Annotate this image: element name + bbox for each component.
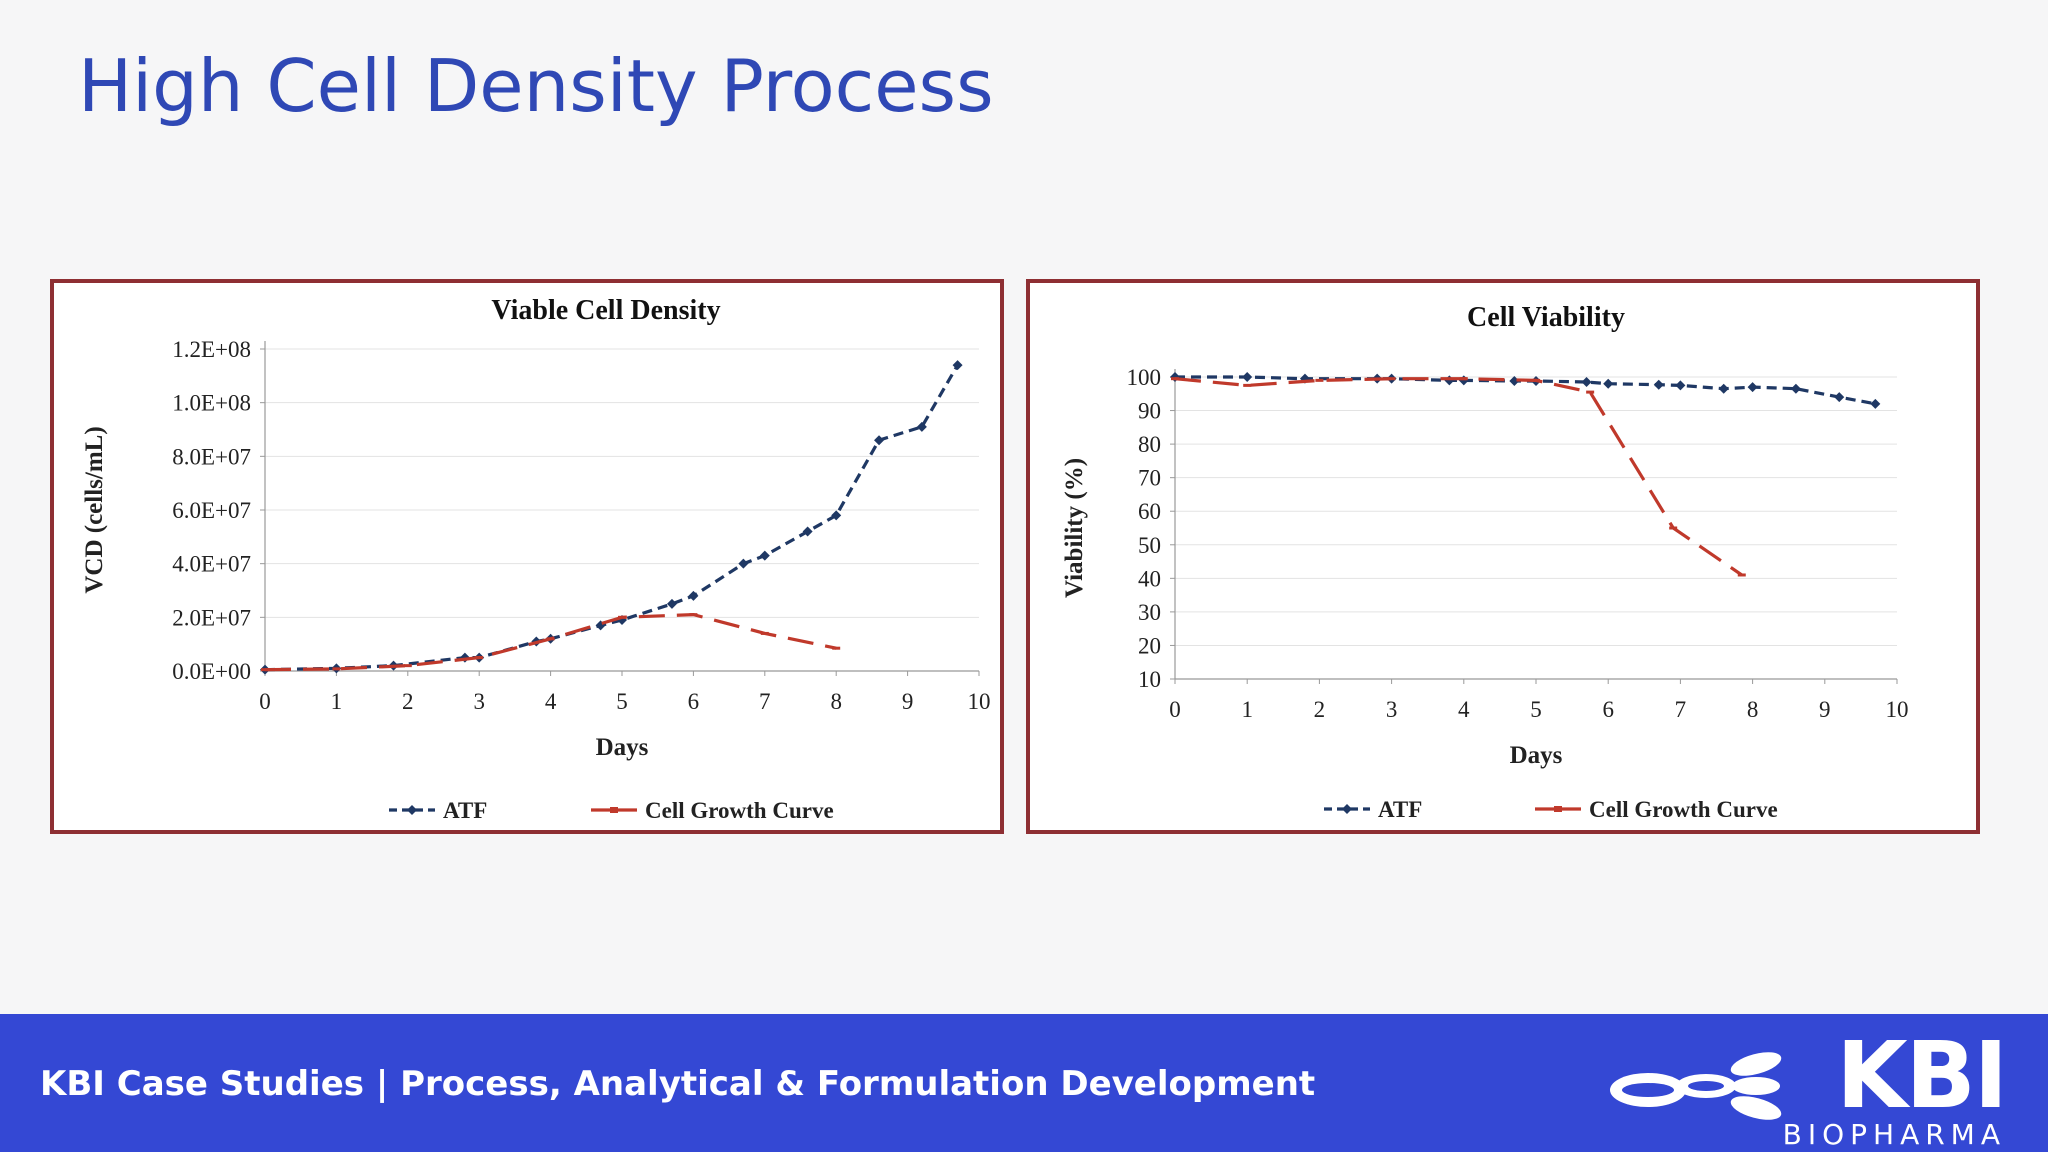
x-tick-label: 2 [1314,697,1326,722]
legend-marker [407,805,417,815]
x-tick-label: 4 [1458,697,1470,722]
y-tick-label: 4.0E+07 [172,552,251,577]
x-tick-label: 7 [759,689,771,714]
data-point [688,590,699,601]
x-tick-label: 6 [688,689,700,714]
x-tick-label: 3 [473,689,485,714]
x-tick-label: 5 [616,689,628,714]
viability-chart-panel: 10 20 30 40 50 60 70 80 90 100 0 1 2 3 4 5 6 7 8 9 10 Cell Vi… [1026,279,1980,834]
data-point [1834,392,1845,403]
x-tick-label: 8 [1747,697,1759,722]
data-point [459,652,470,663]
legend-label: Cell Growth Curve [645,798,834,823]
y-tick-label: 1.2E+08 [172,337,251,362]
chart-title: Viable Cell Density [491,295,720,326]
x-tick-label: 10 [968,689,991,714]
data-point [874,435,885,446]
x-tick-label: 6 [1602,697,1614,722]
y-tick-label: 6.0E+07 [172,498,251,523]
x-tick-label: 5 [1530,697,1542,722]
series-line-atf [264,364,959,672]
kbi-logo: KBI BIOPHARMA [1606,1030,2008,1151]
y-tick-label: 90 [1138,399,1161,424]
data-point [1718,383,1729,394]
x-tick-label: 3 [1386,697,1398,722]
vcd-chart: 0.0E+00 2.0E+07 4.0E+07 6.0E+07 8.0E+07 1.0E+… [81,295,991,823]
y-tick-label: 1.0E+08 [172,391,251,416]
data-point [1747,382,1758,393]
y-axis-label: Viability (%) [1061,458,1088,598]
viability-chart: 10 20 30 40 50 60 70 80 90 100 0 1 2 3 4 5 6 7 8 9 10 Cell Vi… [1061,302,1909,822]
x-axis-label: Days [1510,742,1563,769]
y-tick-label: 10 [1138,667,1161,692]
logo-wordmark: KBI [1836,1022,2008,1129]
x-tick-label: 8 [830,689,842,714]
y-axis-label: VCD (cells/mL) [81,426,108,593]
footer-text: KBI Case Studies | Process, Analytical &… [40,1064,1316,1104]
data-point [952,360,963,371]
y-tick-label: 60 [1138,499,1161,524]
y-tick-label: 30 [1138,600,1161,625]
legend-label: Cell Growth Curve [1589,797,1778,822]
data-point [916,421,927,432]
data-point [595,620,606,631]
data-point [1870,398,1881,409]
legend-label: ATF [1378,797,1422,822]
y-tick-label: 100 [1127,365,1162,390]
x-axis-label: Days [596,734,649,761]
vcd-chart-panel: 0.0E+00 2.0E+07 4.0E+07 6.0E+07 8.0E+07 1.0E+… [50,279,1004,834]
y-tick-label: 70 [1138,466,1161,491]
x-tick-label: 9 [1819,697,1831,722]
x-tick-label: 2 [402,689,414,714]
y-tick-label: 40 [1138,566,1161,591]
data-point [1653,379,1664,390]
data-point [1675,380,1686,391]
y-tick-label: 20 [1138,633,1161,658]
legend-label: ATF [443,798,487,823]
chart-title: Cell Viability [1467,302,1625,333]
data-point [831,510,842,521]
x-tick-label: 9 [902,689,914,714]
data-point [738,558,749,569]
x-tick-label: 0 [1169,697,1181,722]
x-tick-label: 7 [1675,697,1687,722]
data-point [759,550,770,561]
x-tick-label: 4 [545,689,557,714]
series-line-atf [1175,375,1876,406]
data-point [1790,383,1801,394]
kbi-swoosh-icon [1610,1052,1782,1120]
y-tick-label: 80 [1138,432,1161,457]
series-line-cell-growth [1174,377,1743,577]
x-tick-label: 0 [259,689,271,714]
logo-subtext: BIOPHARMA [1782,1118,2006,1151]
page-title: High Cell Density Process [78,44,994,128]
data-point [1581,377,1592,388]
data-point [666,598,677,609]
y-tick-label: 0.0E+00 [172,659,251,684]
data-point [1242,372,1253,382]
x-tick-label: 1 [331,689,343,714]
x-tick-label: 10 [1886,697,1909,722]
footer-bar: KBI Case Studies | Process, Analytical &… [0,1014,2048,1152]
legend-marker [1342,804,1352,814]
x-tick-label: 1 [1241,697,1253,722]
y-tick-label: 50 [1138,533,1161,558]
y-tick-label: 8.0E+07 [172,444,251,469]
y-tick-label: 2.0E+07 [172,605,251,630]
data-point [1603,378,1614,389]
data-point [802,526,813,537]
